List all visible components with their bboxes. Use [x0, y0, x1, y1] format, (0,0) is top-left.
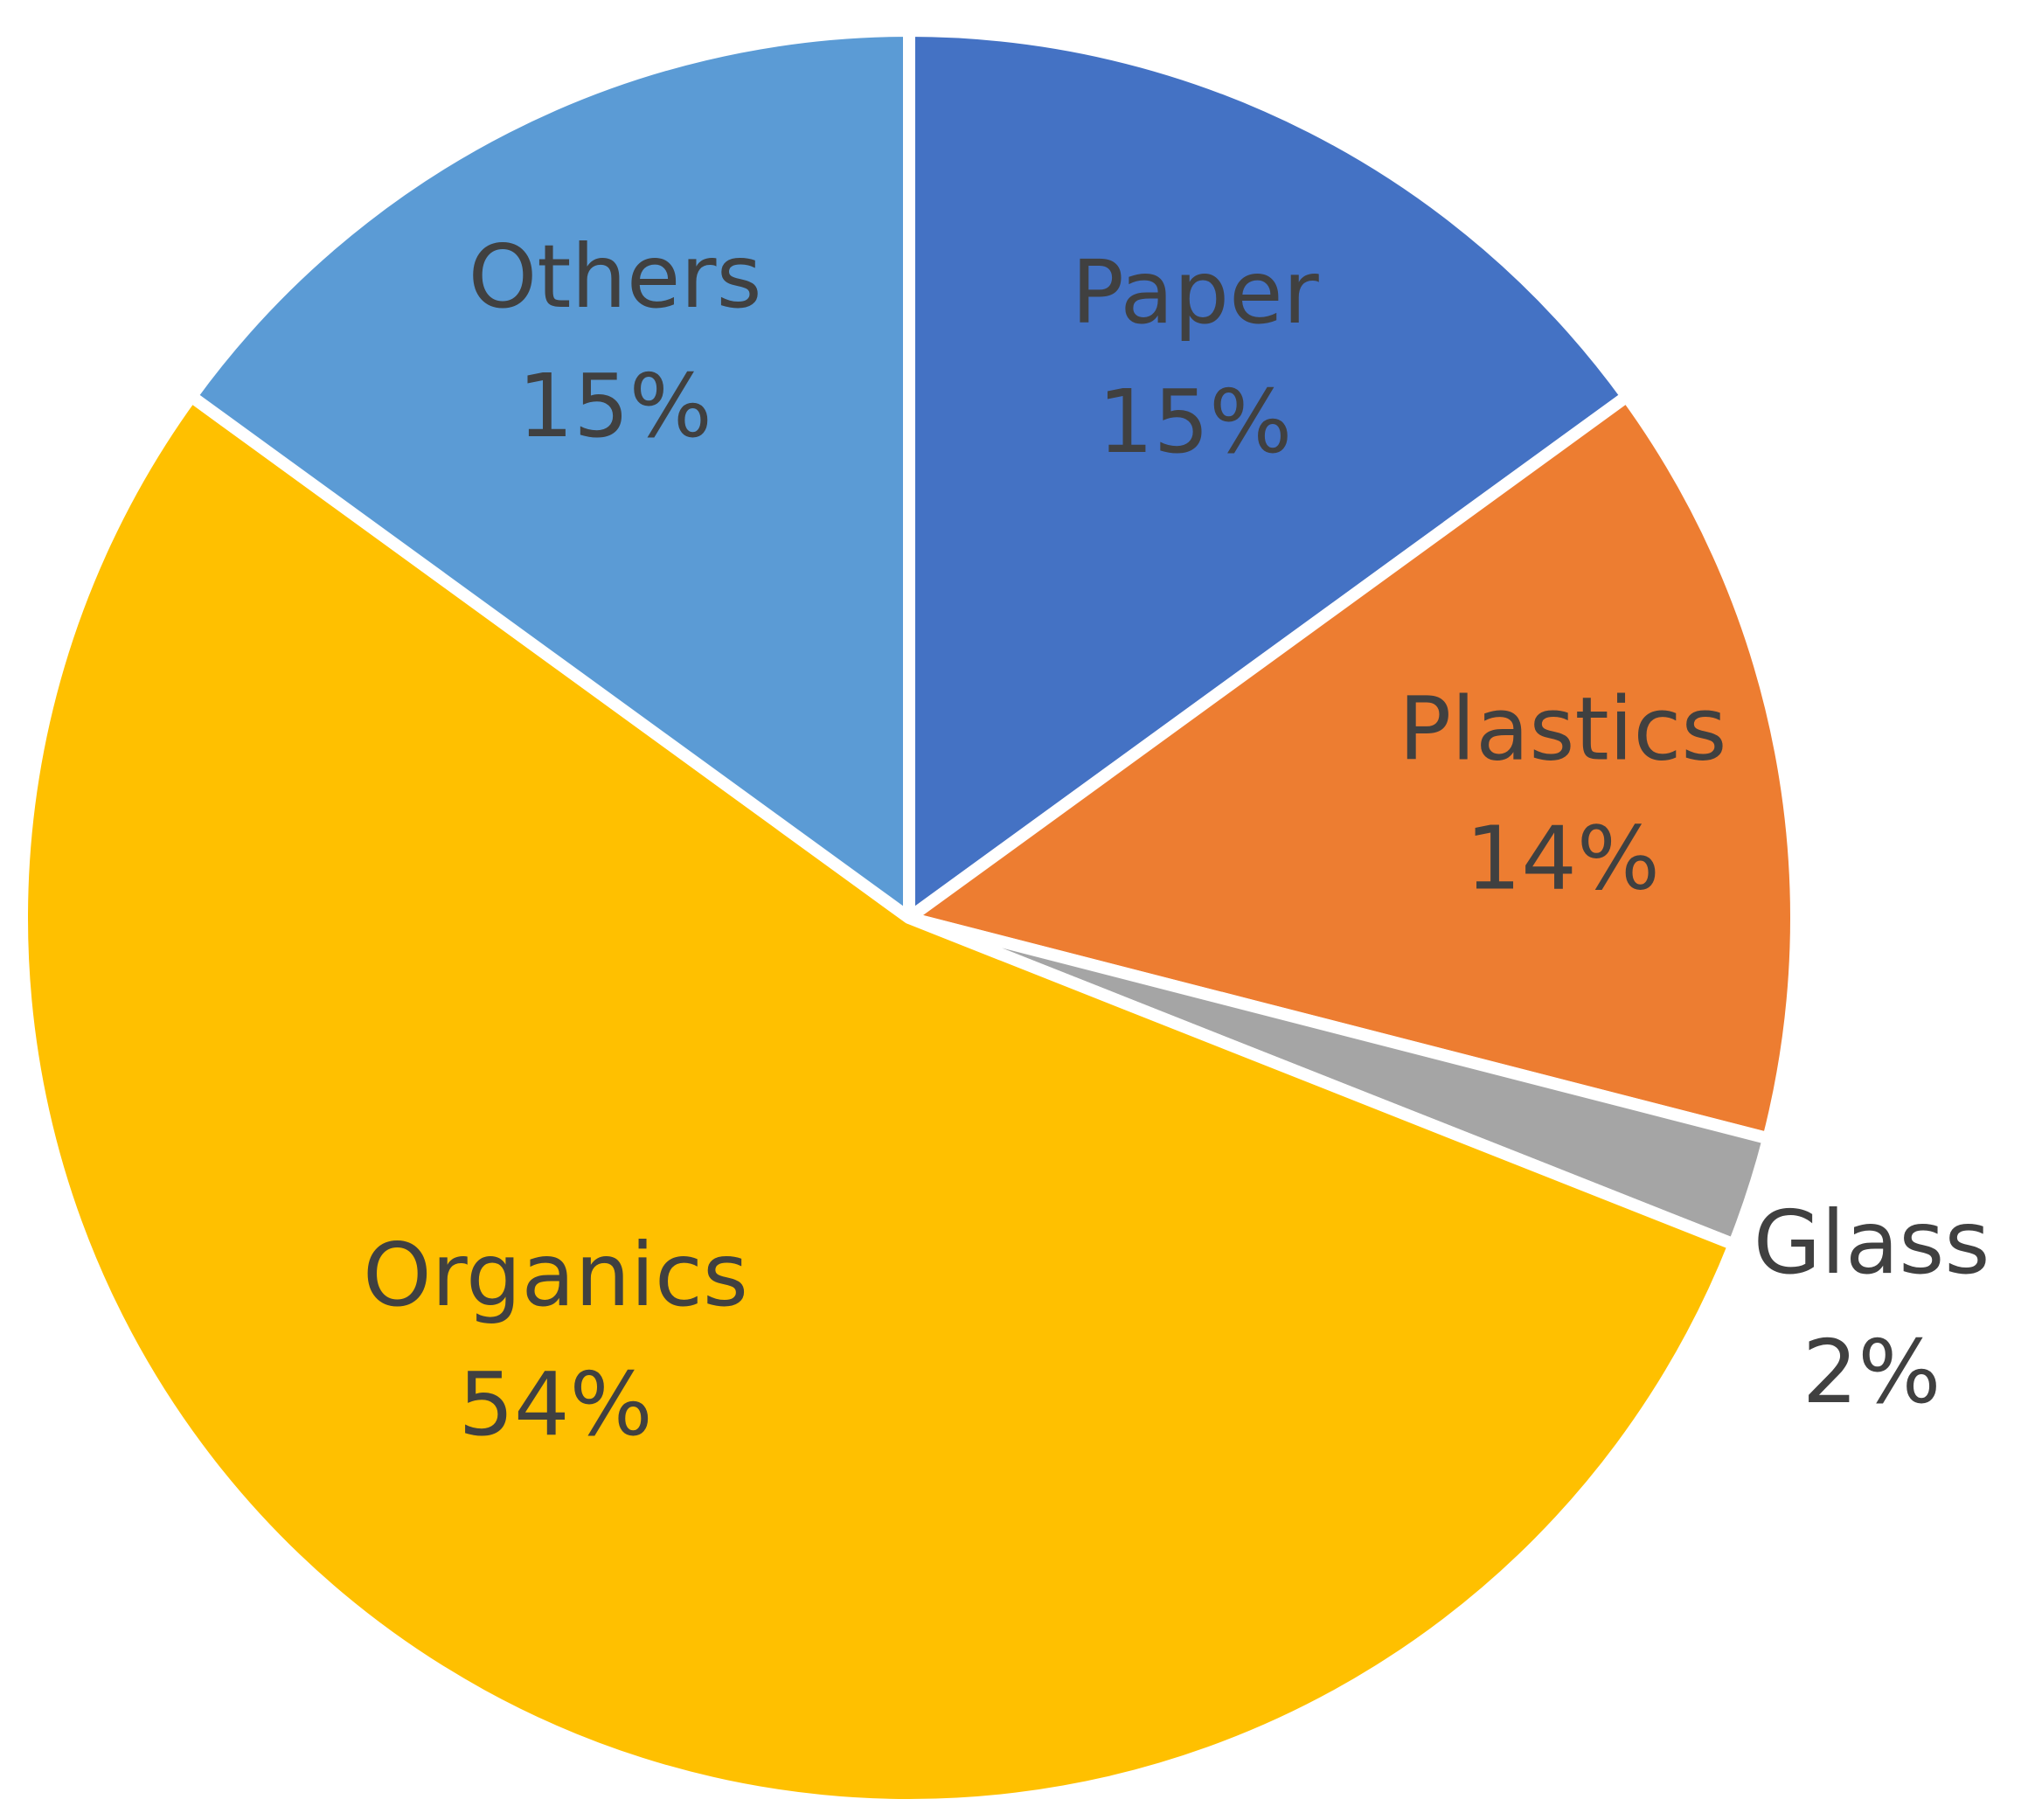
slice-label-organics: Organics — [363, 1224, 748, 1326]
data-label-paper: Paper 15% — [1072, 241, 1320, 473]
slice-label-others: Others — [469, 226, 762, 328]
data-label-organics: Organics 54% — [363, 1224, 748, 1455]
slice-value-others: 15% — [517, 355, 712, 457]
pie-slice-plastics — [903, 390, 1802, 1145]
slice-value-plastics: 14% — [1466, 807, 1660, 909]
slice-label-glass: Glass — [1754, 1191, 1990, 1294]
slices-layer — [15, 24, 1802, 1811]
pie-slice-organics — [15, 390, 1740, 1811]
slice-value-organics: 54% — [458, 1353, 652, 1455]
slice-label-paper: Paper — [1072, 241, 1320, 344]
data-label-others: Others 15% — [469, 226, 762, 457]
pie-slice-paper — [903, 24, 1634, 924]
data-label-glass: Glass 2% — [1754, 1191, 1990, 1423]
pie-slice-others — [184, 24, 915, 924]
slice-value-paper: 15% — [1098, 371, 1292, 473]
slice-label-plastics: Plastics — [1399, 677, 1727, 780]
labels-layer: Paper 15% Plastics 14% Glass 2% Organics 54% Oth… — [363, 226, 1990, 1455]
slice-value-glass: 2% — [1802, 1321, 1941, 1423]
data-label-plastics: Plastics 14% — [1399, 677, 1727, 909]
